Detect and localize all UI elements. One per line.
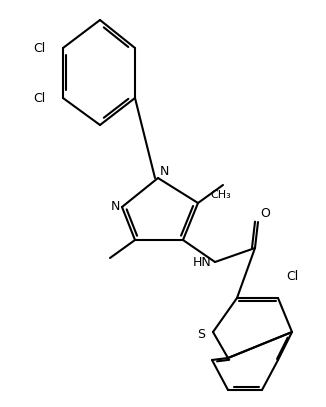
Text: N: N [160, 165, 170, 178]
Text: N: N [111, 201, 120, 214]
Text: HN: HN [193, 256, 212, 269]
Text: O: O [260, 207, 270, 220]
Text: Cl: Cl [33, 92, 45, 105]
Text: CH₃: CH₃ [210, 190, 231, 200]
Text: S: S [197, 328, 205, 341]
Text: Cl: Cl [33, 42, 45, 55]
Text: Cl: Cl [286, 270, 298, 283]
